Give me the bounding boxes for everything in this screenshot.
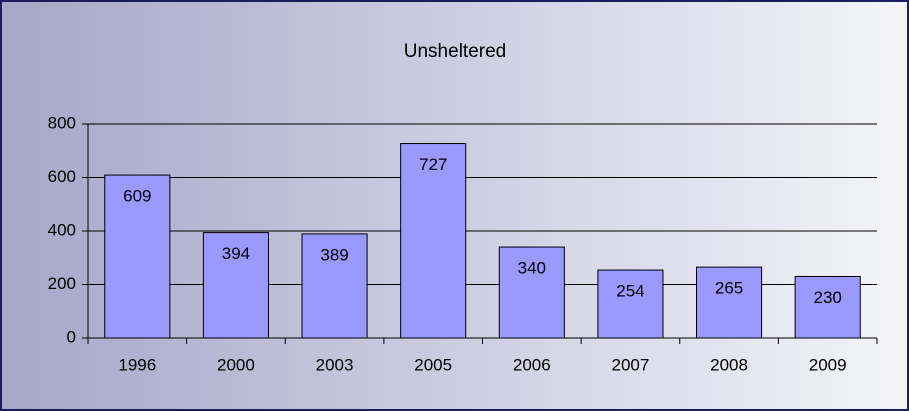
bar	[301, 233, 368, 339]
x-tick-label: 2000	[217, 355, 255, 374]
y-tick-label: 800	[48, 113, 76, 132]
x-tick-label: 1996	[118, 355, 156, 374]
y-tick-label: 600	[48, 167, 76, 186]
y-tick-label: 400	[48, 220, 76, 239]
bar	[498, 246, 565, 339]
data-label: 394	[222, 244, 250, 263]
x-tick-label: 2008	[710, 355, 748, 374]
x-tick-label: 2003	[316, 355, 354, 374]
bar	[400, 143, 467, 339]
data-label: 389	[320, 245, 348, 264]
chart-title: Unsheltered	[404, 41, 506, 62]
bar	[794, 275, 861, 339]
data-label: 230	[814, 288, 842, 307]
bar	[597, 269, 664, 339]
x-tick-label: 2005	[414, 355, 452, 374]
bar	[104, 174, 171, 339]
data-label: 340	[518, 259, 546, 278]
data-label: 265	[715, 279, 743, 298]
x-tick-label: 2007	[612, 355, 650, 374]
y-tick-label: 0	[67, 327, 76, 346]
data-label: 609	[123, 187, 151, 206]
bar	[696, 266, 763, 339]
data-label: 727	[419, 155, 447, 174]
data-label: 254	[616, 282, 644, 301]
x-tick-label: 2009	[809, 355, 847, 374]
y-tick-label: 200	[48, 274, 76, 293]
x-tick-label: 2006	[513, 355, 551, 374]
